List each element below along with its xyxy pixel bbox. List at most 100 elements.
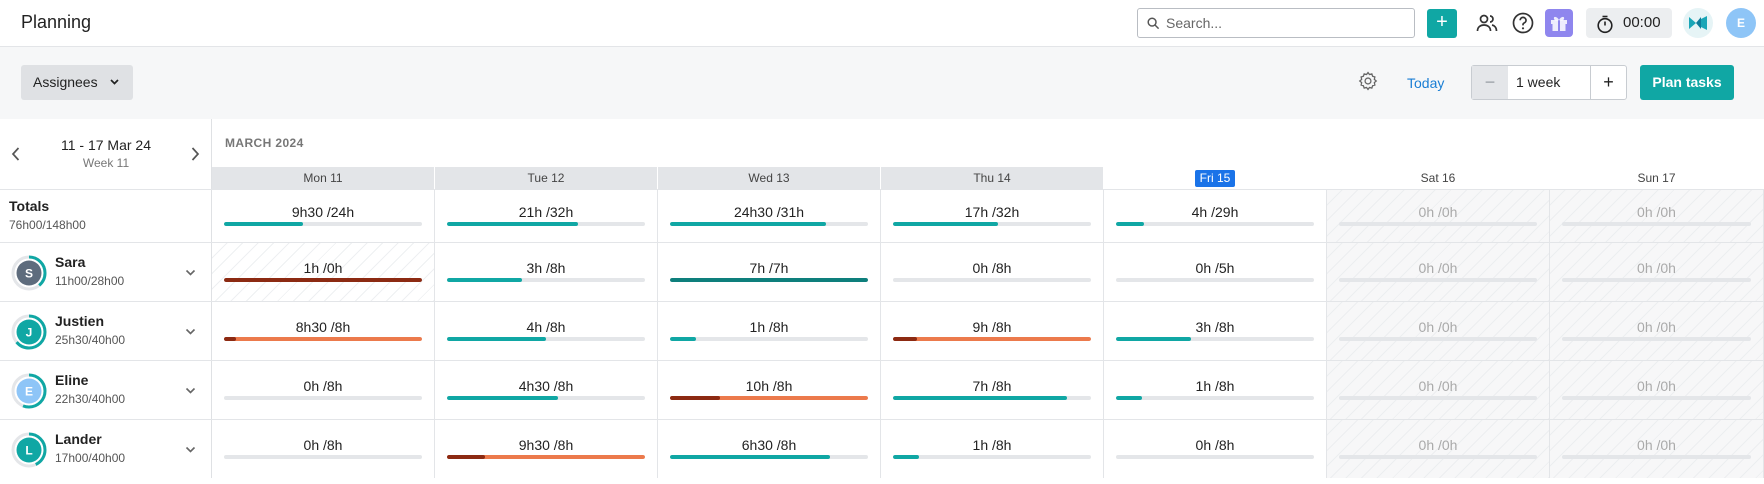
capacity-cell[interactable]: 9h /8h: [881, 302, 1104, 360]
capacity-cell[interactable]: 7h /8h: [881, 361, 1104, 419]
capacity-cell[interactable]: 0h /0h: [1327, 302, 1550, 360]
month-label: MARCH 2024: [225, 136, 304, 150]
day-label: Thu 14: [973, 171, 1011, 185]
person-row: J Justien 25h30/40h00 8h30 /8h 4h /8h 1h /8h 9…: [0, 301, 1764, 360]
capacity-cell[interactable]: 0h /0h: [1327, 361, 1550, 419]
capacity-value: 17h /32h: [964, 204, 1020, 220]
capacity-cell[interactable]: 1h /8h: [881, 420, 1104, 478]
capacity-cell[interactable]: 8h30 /8h: [212, 302, 435, 360]
capacity-cell[interactable]: 0h /8h: [212, 361, 435, 419]
capacity-cell[interactable]: 17h /32h: [881, 190, 1104, 242]
range-value[interactable]: 1 week: [1516, 74, 1561, 90]
today-link[interactable]: Today: [1407, 75, 1445, 91]
totals-label: Totals: [9, 198, 50, 214]
capacity-cell[interactable]: 1h /0h: [212, 243, 435, 301]
day-label: Sun 17: [1637, 171, 1676, 185]
search-input[interactable]: [1166, 13, 1406, 33]
capacity-cell[interactable]: 0h /5h: [1104, 243, 1327, 301]
gear-icon[interactable]: [1357, 70, 1379, 92]
totals-hours: 76h00/148h00: [9, 218, 86, 232]
capacity-bar: [893, 222, 1091, 226]
day-label: Sat 16: [1420, 171, 1456, 185]
add-button[interactable]: +: [1427, 9, 1457, 38]
capacity-cell[interactable]: 3h /8h: [1104, 302, 1327, 360]
capacity-cell[interactable]: 1h /8h: [658, 302, 881, 360]
person-hours: 22h30/40h00: [55, 392, 126, 406]
capacity-bar: [893, 396, 1091, 400]
day-label: Wed 13: [748, 171, 790, 185]
capacity-bar: [447, 455, 645, 459]
capacity-bar-fill: [224, 222, 304, 226]
person-header[interactable]: E Eline 22h30/40h00: [0, 361, 212, 419]
capacity-bar-fill: [447, 455, 645, 459]
capacity-cell[interactable]: 10h /8h: [658, 361, 881, 419]
capacity-bar: [447, 278, 645, 282]
assignees-dropdown[interactable]: Assignees: [21, 65, 133, 100]
capacity-cell[interactable]: 21h /32h: [435, 190, 658, 242]
chevron-down-icon[interactable]: [185, 328, 196, 335]
timer-value: 00:00: [1623, 14, 1661, 31]
capacity-cell[interactable]: 0h /8h: [212, 420, 435, 478]
capacity-bar-fill: [1116, 396, 1142, 400]
overbooked-bar-fill: [893, 337, 917, 341]
capacity-bar: [224, 337, 422, 341]
chevron-down-icon[interactable]: [185, 269, 196, 276]
capacity-value: 6h30 /8h: [741, 437, 797, 453]
decrease-range-button[interactable]: −: [1472, 66, 1508, 99]
capacity-bar: [1562, 222, 1751, 226]
capacity-value: 1h /8h: [749, 319, 789, 335]
capacity-cell[interactable]: 0h /0h: [1550, 361, 1764, 419]
stopwatch-icon: [1597, 15, 1613, 34]
capacity-cell[interactable]: 1h /8h: [1104, 361, 1327, 419]
capacity-cell[interactable]: 24h30 /31h: [658, 190, 881, 242]
capacity-bar: [224, 455, 422, 459]
capacity-value: 0h /8h: [303, 437, 343, 453]
meeting-button[interactable]: [1683, 8, 1713, 38]
capacity-cell[interactable]: 4h /8h: [435, 302, 658, 360]
capacity-bar-fill: [1116, 222, 1144, 226]
capacity-cell[interactable]: 0h /0h: [1550, 420, 1764, 478]
increase-range-button[interactable]: +: [1590, 66, 1626, 99]
person-header[interactable]: J Justien 25h30/40h00: [0, 302, 212, 360]
capacity-cell[interactable]: 6h30 /8h: [658, 420, 881, 478]
capacity-cell[interactable]: 9h30 /8h: [435, 420, 658, 478]
capacity-cell[interactable]: 0h /8h: [881, 243, 1104, 301]
chevron-down-icon[interactable]: [185, 387, 196, 394]
video-call-icon: [1689, 16, 1707, 30]
chevron-left-icon[interactable]: [10, 146, 22, 162]
capacity-ring: [11, 314, 47, 349]
gift-button[interactable]: [1545, 9, 1573, 37]
user-avatar[interactable]: E: [1726, 8, 1756, 38]
capacity-bar-fill: [893, 337, 1091, 341]
help-icon[interactable]: [1511, 11, 1535, 35]
timer-button[interactable]: 00:00: [1586, 8, 1672, 38]
capacity-value: 1h /8h: [972, 437, 1012, 453]
search-icon: [1147, 17, 1160, 30]
chevron-right-icon[interactable]: [189, 146, 201, 162]
capacity-bar: [224, 278, 422, 282]
capacity-cell[interactable]: 0h /0h: [1327, 243, 1550, 301]
capacity-cell[interactable]: 0h /0h: [1550, 190, 1764, 242]
plan-tasks-button[interactable]: Plan tasks: [1640, 65, 1734, 100]
capacity-bar: [893, 337, 1091, 341]
chevron-down-icon[interactable]: [185, 446, 196, 453]
capacity-cell[interactable]: 3h /8h: [435, 243, 658, 301]
capacity-cell[interactable]: 4h30 /8h: [435, 361, 658, 419]
capacity-cell[interactable]: 0h /0h: [1550, 243, 1764, 301]
search-box[interactable]: [1137, 8, 1415, 38]
capacity-ring: [11, 432, 47, 467]
week-range: 11 - 17 Mar 24: [60, 137, 151, 153]
capacity-cell[interactable]: 0h /0h: [1550, 302, 1764, 360]
users-icon[interactable]: [1475, 11, 1499, 35]
day-header: Mon 11: [212, 167, 435, 189]
capacity-cell[interactable]: 4h /29h: [1104, 190, 1327, 242]
day-header: Thu 14: [881, 167, 1104, 189]
capacity-cell[interactable]: 0h /0h: [1327, 190, 1550, 242]
person-header[interactable]: L Lander 17h00/40h00: [0, 420, 212, 478]
capacity-bar-fill: [447, 337, 546, 341]
capacity-cell[interactable]: 7h /7h: [658, 243, 881, 301]
person-header[interactable]: S Sara 11h00/28h00: [0, 243, 212, 301]
capacity-cell[interactable]: 0h /8h: [1104, 420, 1327, 478]
capacity-cell[interactable]: 9h30 /24h: [212, 190, 435, 242]
capacity-cell[interactable]: 0h /0h: [1327, 420, 1550, 478]
